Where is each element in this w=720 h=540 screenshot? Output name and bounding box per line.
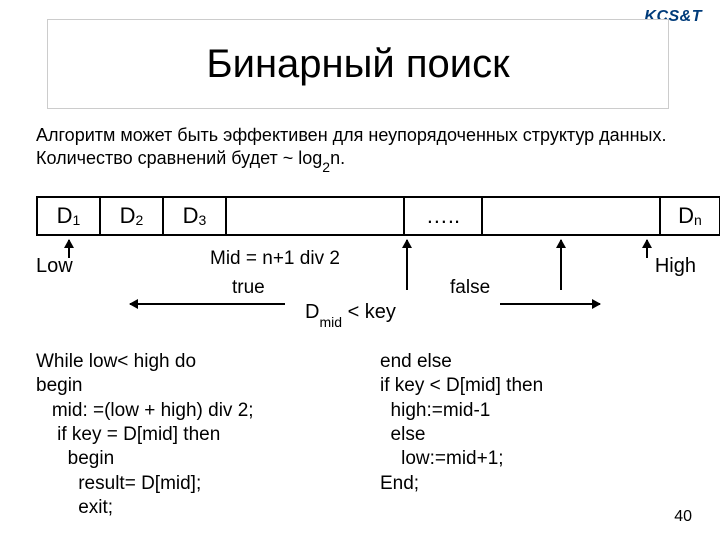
cell-d1-s: 1 (73, 212, 81, 228)
description: Алгоритм может быть эффективен для неупо… (36, 124, 684, 173)
condition-label: Dmid < key (305, 301, 396, 326)
cell-blank2 (481, 196, 661, 236)
cell-dn: Dn (659, 196, 720, 236)
cell-d1: D1 (36, 196, 101, 236)
false-label: false (450, 277, 490, 299)
arrow-false-h (500, 303, 600, 305)
mid-label: Mid = n+1 div 2 (210, 248, 340, 270)
desc-sub: 2 (322, 159, 330, 175)
cell-dn-l: D (678, 203, 694, 229)
cell-d2: D2 (99, 196, 164, 236)
cell-d3-s: 3 (199, 212, 207, 228)
cond-sub: mid (319, 314, 342, 330)
high-label: High (655, 255, 696, 278)
cell-d3-l: D (183, 203, 199, 229)
arrow-high (646, 240, 648, 258)
slide-number: 40 (674, 508, 692, 526)
desc-main: Алгоритм может быть эффективен для неупо… (36, 125, 667, 168)
cell-d3: D3 (162, 196, 227, 236)
slide-title: Бинарный поиск (206, 42, 509, 87)
cell-d2-s: 2 (136, 212, 144, 228)
cond-post: < key (342, 301, 396, 323)
cell-d1-l: D (57, 203, 73, 229)
cell-dots: ….. (403, 196, 483, 236)
low-label: Low (36, 255, 73, 278)
cond-d: D (305, 301, 319, 323)
code-left: While low< high do begin mid: =(low + hi… (36, 350, 254, 520)
cell-blank1 (225, 196, 405, 236)
arrow-true (130, 303, 285, 305)
cell-dn-s: n (694, 212, 702, 228)
desc-tail: n. (330, 148, 345, 168)
title-container: Бинарный поиск (48, 20, 668, 108)
cell-d2-l: D (120, 203, 136, 229)
code-right: end else if key < D[mid] then high:=mid-… (380, 350, 543, 496)
arrow-false (560, 240, 562, 290)
array-diagram: D1 D2 D3 ….. Dn (36, 196, 720, 236)
arrow-mid (406, 240, 408, 290)
true-label: true (232, 277, 265, 299)
